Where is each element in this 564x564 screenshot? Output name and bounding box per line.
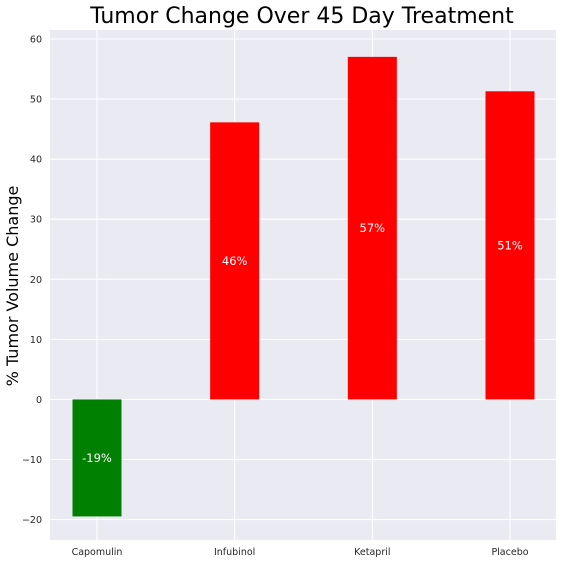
x-tick-label: Capomulin — [72, 547, 123, 558]
y-tick-label: −10 — [22, 455, 42, 466]
y-tick-label: −20 — [22, 515, 42, 526]
bar-capomulin — [72, 399, 122, 517]
bar-ketapril — [347, 56, 397, 400]
y-axis-ticks: −20 −10 0 10 20 30 40 50 60 — [22, 35, 42, 527]
x-axis-ticks: Capomulin Infubinol Ketapril Placebo — [72, 547, 529, 558]
bar-value-label: -19% — [82, 451, 112, 465]
bar-placebo — [485, 91, 535, 400]
chart-title: Tumor Change Over 45 Day Treatment — [89, 4, 514, 29]
x-tick-label: Placebo — [491, 547, 528, 558]
y-tick-label: 0 — [36, 395, 42, 406]
y-tick-label: 60 — [30, 35, 42, 46]
plot-area — [50, 30, 556, 540]
y-tick-label: 50 — [30, 95, 42, 106]
bar-value-label: 57% — [360, 221, 386, 235]
x-tick-label: Infubinol — [214, 547, 255, 558]
y-tick-label: 40 — [30, 155, 42, 166]
bars — [72, 56, 535, 517]
x-tick-label: Ketapril — [354, 547, 390, 558]
y-axis-label: % Tumor Volume Change — [3, 186, 22, 387]
bar-value-label: 46% — [222, 254, 248, 268]
y-tick-label: 10 — [30, 335, 42, 346]
y-tick-label: 30 — [30, 215, 42, 226]
y-tick-label: 20 — [30, 275, 42, 286]
bar-infubinol — [210, 122, 260, 400]
bar-value-label: 51% — [497, 238, 523, 252]
bar-labels: -19% 46% 57% 51% — [82, 221, 523, 465]
